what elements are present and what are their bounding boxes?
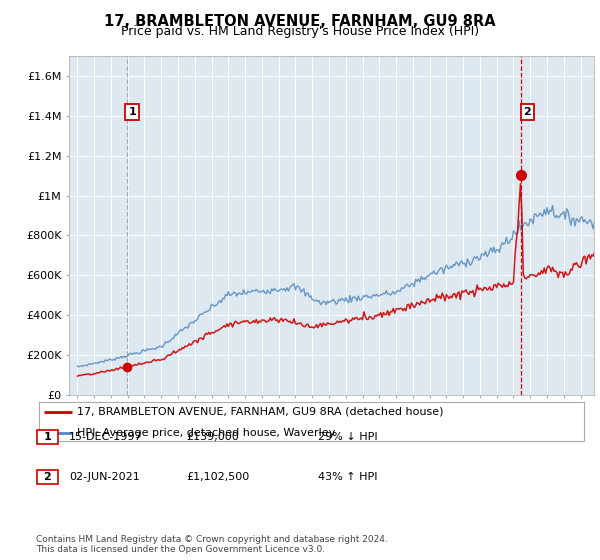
Text: Price paid vs. HM Land Registry's House Price Index (HPI): Price paid vs. HM Land Registry's House …	[121, 25, 479, 38]
Text: Contains HM Land Registry data © Crown copyright and database right 2024.
This d: Contains HM Land Registry data © Crown c…	[36, 535, 388, 554]
Text: 02-JUN-2021: 02-JUN-2021	[69, 472, 140, 482]
Text: 43% ↑ HPI: 43% ↑ HPI	[318, 472, 377, 482]
Text: HPI: Average price, detached house, Waverley: HPI: Average price, detached house, Wave…	[77, 428, 335, 438]
Text: 1: 1	[128, 107, 136, 117]
FancyBboxPatch shape	[37, 469, 58, 484]
Text: 17, BRAMBLETON AVENUE, FARNHAM, GU9 8RA: 17, BRAMBLETON AVENUE, FARNHAM, GU9 8RA	[104, 14, 496, 29]
Text: 29% ↓ HPI: 29% ↓ HPI	[318, 432, 377, 442]
Text: 1: 1	[44, 432, 51, 442]
Text: £1,102,500: £1,102,500	[186, 472, 249, 482]
FancyBboxPatch shape	[39, 402, 584, 441]
Text: 2: 2	[523, 107, 531, 117]
Text: 2: 2	[44, 472, 51, 482]
FancyBboxPatch shape	[37, 430, 58, 445]
Text: £139,000: £139,000	[186, 432, 239, 442]
Text: 17, BRAMBLETON AVENUE, FARNHAM, GU9 8RA (detached house): 17, BRAMBLETON AVENUE, FARNHAM, GU9 8RA …	[77, 407, 444, 417]
Text: 15-DEC-1997: 15-DEC-1997	[69, 432, 143, 442]
